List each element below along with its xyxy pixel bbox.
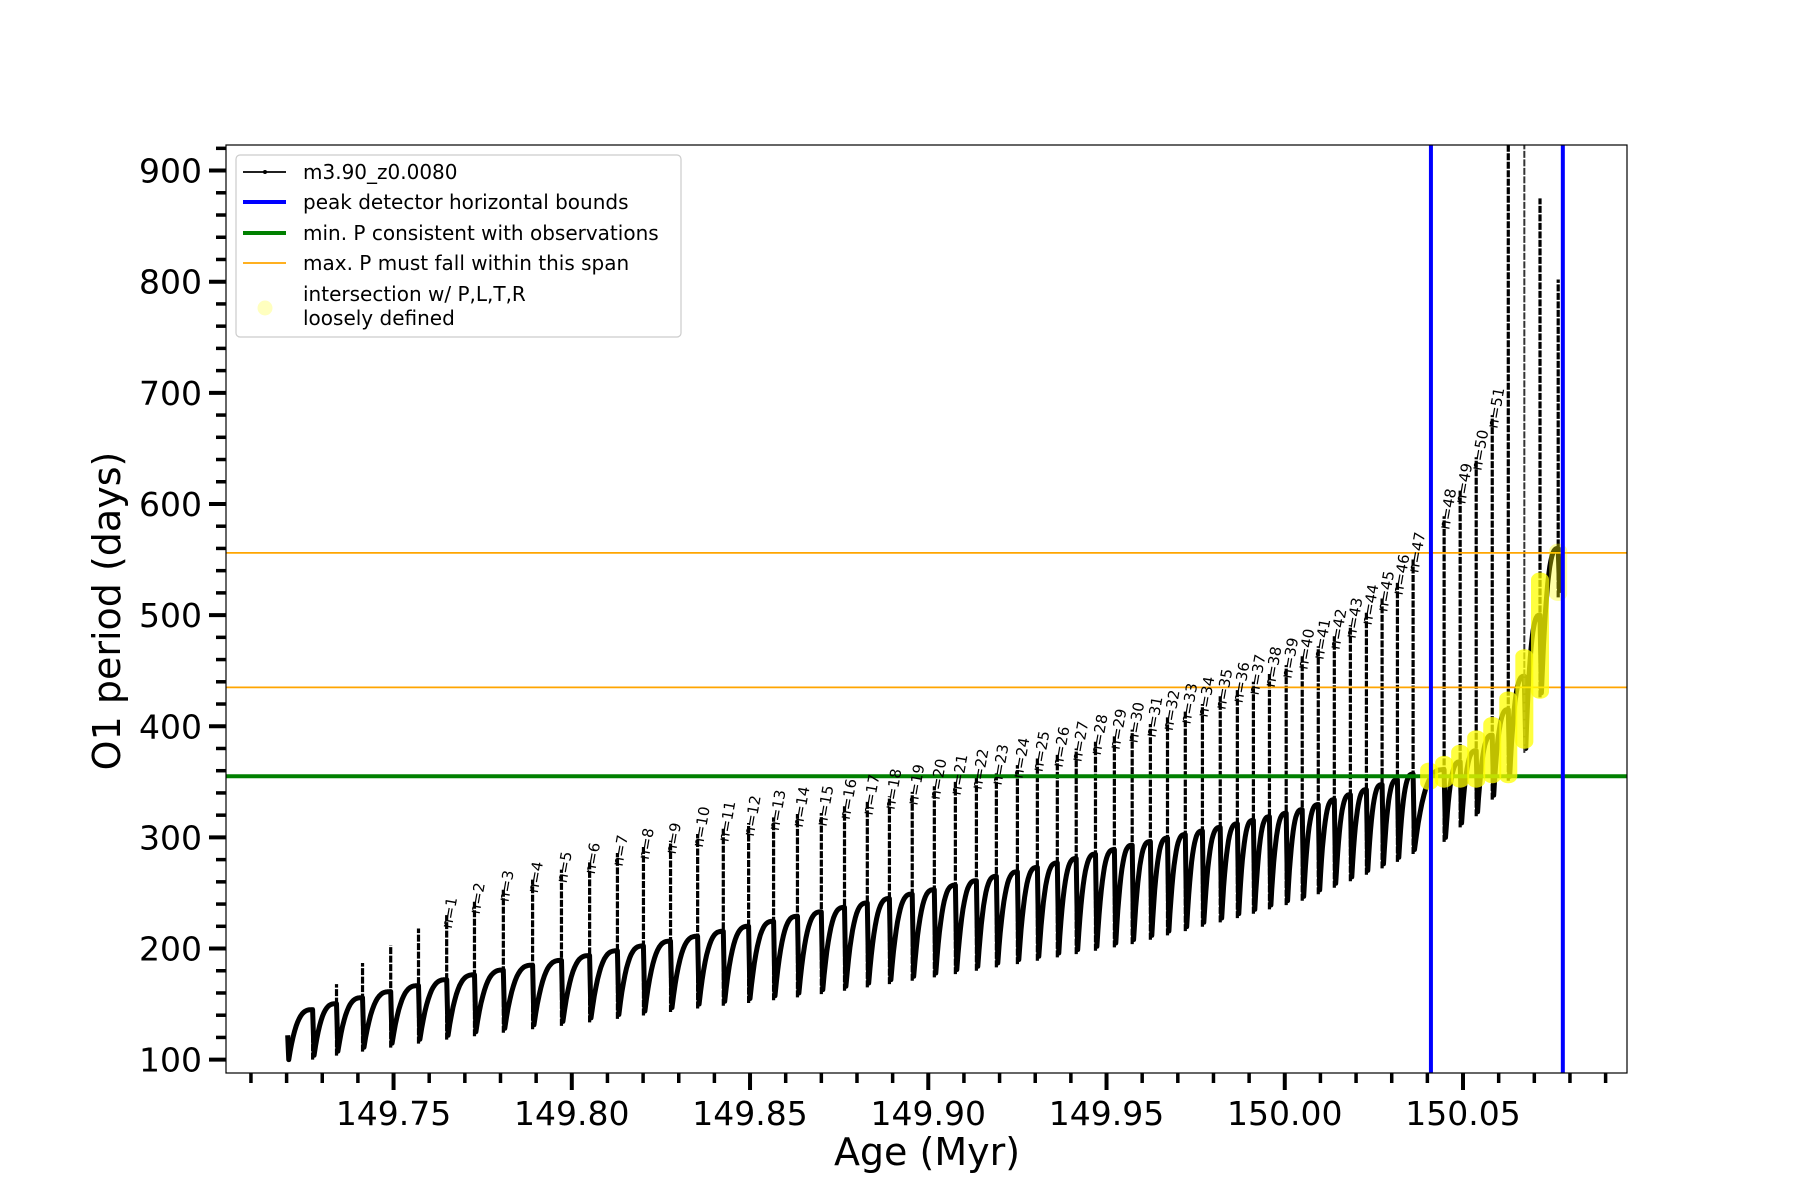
legend-series-marker-icon bbox=[263, 170, 267, 174]
x-axis-label: Age (Myr) bbox=[834, 1130, 1020, 1174]
legend-label-min-p: min. P consistent with observations bbox=[303, 221, 659, 245]
legend-label-series: m3.90_z0.0080 bbox=[303, 160, 458, 184]
pulse-label: n=1 bbox=[438, 896, 461, 930]
x-tick-label: 150.00 bbox=[1227, 1094, 1342, 1133]
x-tick-label: 149.80 bbox=[514, 1094, 629, 1133]
y-tick-label: 100 bbox=[139, 1041, 202, 1080]
y-tick-label: 700 bbox=[139, 374, 202, 413]
legend-label-intersection: intersection w/ P,L,T,R bbox=[303, 282, 526, 306]
pulse-label: n=8 bbox=[635, 827, 658, 861]
pulse-label: n=4 bbox=[524, 860, 547, 894]
pulse-label: n=2 bbox=[466, 881, 489, 915]
y-tick-label: 200 bbox=[139, 930, 202, 969]
legend-yellow-marker-icon bbox=[257, 300, 273, 316]
pulse-label: n=5 bbox=[553, 850, 576, 884]
intersection-marker bbox=[1435, 755, 1454, 788]
y-tick-label: 400 bbox=[139, 707, 202, 746]
legend-label-intersection-2: loosely defined bbox=[303, 306, 455, 330]
y-tick-label: 500 bbox=[139, 596, 202, 635]
pulse-label: n=3 bbox=[495, 869, 518, 903]
y-tick-label: 300 bbox=[139, 818, 202, 857]
legend: m3.90_z0.0080 peak detector horizontal b… bbox=[235, 154, 682, 338]
plot-area bbox=[226, 145, 1627, 1073]
pulse-label: n=9 bbox=[662, 821, 685, 855]
y-axis-label: O1 period (days) bbox=[85, 452, 129, 771]
intersection-marker bbox=[1531, 572, 1550, 699]
intersection-marker bbox=[1467, 730, 1486, 788]
legend-frame bbox=[235, 154, 682, 338]
legend-label-bounds: peak detector horizontal bounds bbox=[303, 190, 629, 214]
legend-label-max-p: max. P must fall within this span bbox=[303, 251, 629, 275]
intersection-marker bbox=[1499, 691, 1518, 784]
y-tick-label: 800 bbox=[139, 263, 202, 302]
x-tick-label: 149.75 bbox=[336, 1094, 451, 1133]
y-tick-label: 600 bbox=[139, 485, 202, 524]
x-tick-label: 149.95 bbox=[1049, 1094, 1164, 1133]
x-tick-label: 150.05 bbox=[1405, 1094, 1520, 1133]
pulse-label: n=6 bbox=[581, 841, 604, 875]
y-tick-label: 900 bbox=[139, 152, 202, 191]
intersection-marker bbox=[1515, 649, 1534, 749]
intersection-marker bbox=[1451, 744, 1470, 788]
intersection-marker bbox=[1483, 717, 1502, 784]
x-tick-label: 149.85 bbox=[692, 1094, 807, 1133]
axis-ticks bbox=[209, 146, 1608, 1090]
pulse-label: n=7 bbox=[609, 833, 632, 867]
x-tick-label: 149.90 bbox=[871, 1094, 986, 1133]
